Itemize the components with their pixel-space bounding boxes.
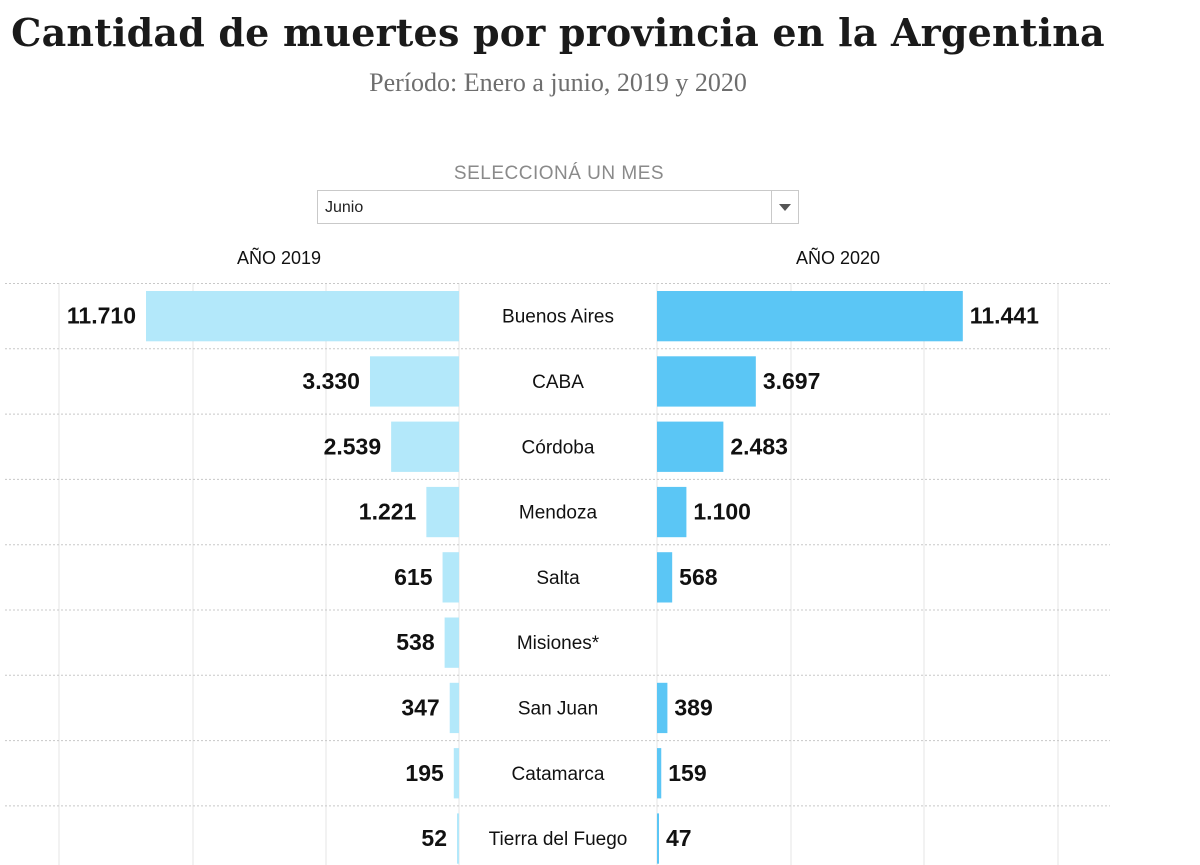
value-label-2019: 538 [396, 629, 435, 655]
bar-2020 [657, 421, 724, 472]
bar-2020 [657, 748, 662, 799]
province-label: CABA [532, 372, 584, 393]
value-label-2019: 2.539 [324, 433, 382, 459]
bar-2019 [442, 552, 459, 603]
chart-title: Cantidad de muertes por provincia en la … [11, 10, 1105, 55]
province-label: Buenos Aires [502, 307, 614, 328]
value-label-2020: 159 [668, 760, 706, 786]
year-2019-header: AÑO 2019 [236, 248, 322, 268]
province-label: Misiones* [517, 633, 600, 654]
bar-2019 [444, 617, 459, 668]
province-label: Mendoza [519, 503, 598, 524]
chart-subtitle: Período: Enero a junio, 2019 y 2020 [369, 68, 747, 97]
province-label: Salta [536, 568, 580, 589]
bar-2019 [369, 356, 459, 407]
bar-2019 [426, 486, 459, 538]
value-label-2019: 195 [405, 760, 444, 786]
value-label-2020: 11.441 [970, 303, 1039, 329]
province-label: Córdoba [522, 437, 595, 458]
bar-2019 [457, 813, 459, 864]
month-select[interactable]: Junio [317, 190, 799, 224]
bar-2020 [657, 486, 687, 538]
bar-2019 [449, 682, 459, 734]
bar-2019 [146, 291, 459, 342]
province-label: Catamarca [512, 764, 605, 785]
value-label-2020: 2.483 [730, 433, 788, 459]
month-select-value: Junio [325, 199, 364, 216]
value-label-2019: 615 [394, 564, 433, 590]
chevron-down-icon [779, 204, 791, 211]
bar-2020 [657, 291, 963, 342]
bar-2020 [657, 813, 659, 864]
value-label-2019: 1.221 [359, 499, 417, 525]
value-label-2020: 3.697 [763, 368, 821, 394]
value-label-2020: 1.100 [693, 499, 751, 525]
value-label-2019: 3.330 [302, 368, 360, 394]
bar-2020 [657, 552, 673, 603]
year-2020-header: AÑO 2020 [795, 248, 881, 268]
value-label-2019: 347 [401, 694, 439, 720]
month-select-dropdown-button[interactable] [771, 191, 798, 223]
bar-2020 [657, 682, 668, 734]
value-label-2020: 389 [674, 694, 712, 720]
bar-2019 [391, 421, 459, 472]
month-selector-label: SELECCIONÁ UN MES [453, 163, 665, 184]
province-label: San Juan [518, 698, 598, 719]
value-label-2020: 568 [679, 564, 718, 590]
value-label-2019: 52 [421, 825, 447, 851]
value-label-2020: 47 [666, 825, 692, 851]
province-label: Tierra del Fuego [489, 829, 628, 850]
bar-2020 [657, 356, 756, 407]
value-label-2019: 11.710 [67, 303, 136, 329]
bar-2019 [453, 748, 459, 799]
